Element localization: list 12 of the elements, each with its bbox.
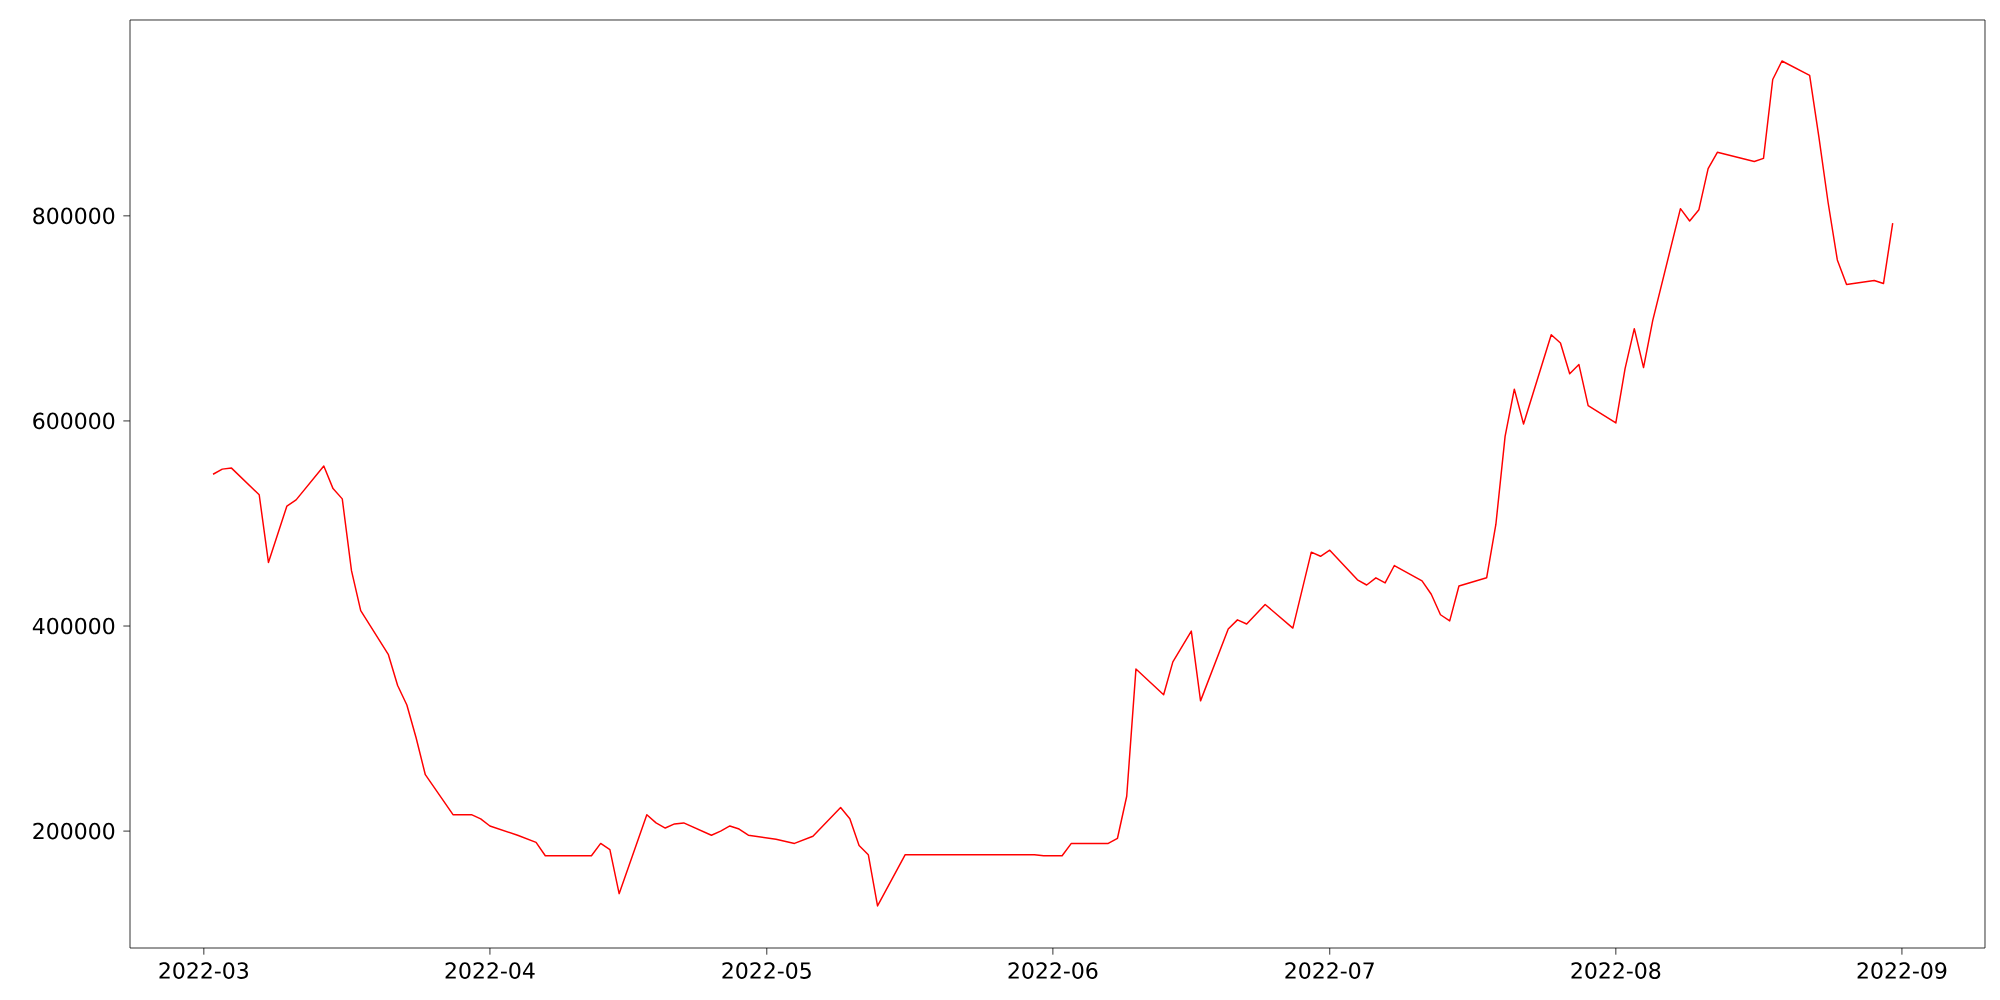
x-tick-label: 2022-04	[445, 962, 535, 979]
x-tick-label: 2022-07	[1285, 962, 1374, 979]
x-tick-label: 2022-05	[722, 962, 811, 979]
x-tick-label: 2022-03	[159, 962, 248, 979]
y-tick-label: 200000	[33, 822, 115, 840]
x-tick-label: 2022-08	[1571, 962, 1661, 979]
y-tick-label: 600000	[33, 412, 115, 430]
x-tick-label: 2022-06	[1008, 962, 1098, 979]
x-tick-label: 2022-09	[1857, 962, 1947, 979]
y-tick-label: 800000	[33, 207, 115, 225]
y-tick-label: 400000	[32, 617, 115, 635]
line-series	[212, 60, 1894, 907]
